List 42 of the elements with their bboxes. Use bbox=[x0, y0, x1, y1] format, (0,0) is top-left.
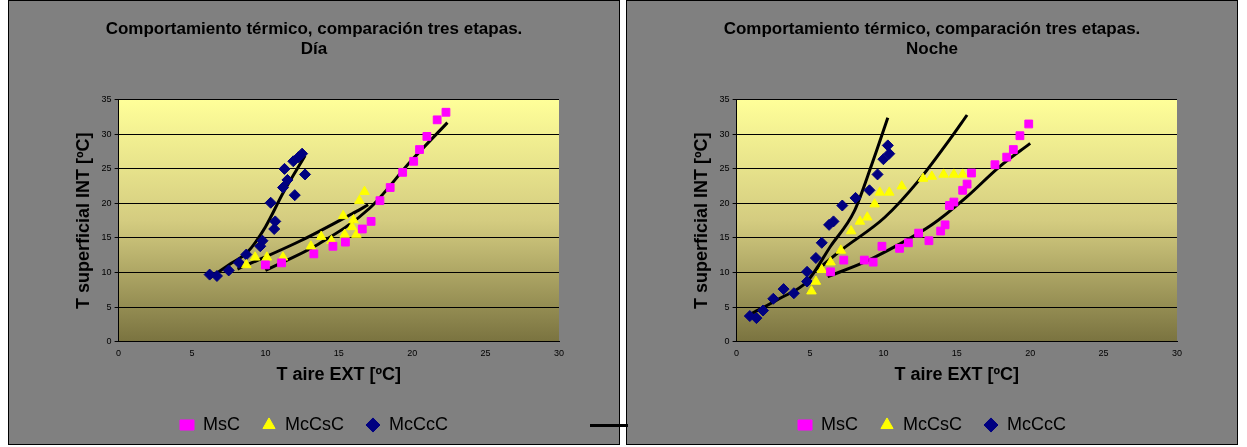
y-tick-label: 25 bbox=[101, 163, 112, 174]
y-tick-label: 0 bbox=[724, 336, 730, 347]
legend-label: McCcC bbox=[1007, 413, 1066, 434]
x-tick-label: 10 bbox=[260, 348, 271, 359]
chart-title: Comportamiento térmico, comparación tres etapas. Noche bbox=[723, 18, 1141, 59]
x-tick-label: 20 bbox=[1025, 348, 1036, 359]
x-tick-label: 0 bbox=[116, 348, 122, 359]
x-tick-label: 20 bbox=[407, 348, 418, 359]
legend-label: McCcC bbox=[389, 413, 448, 434]
x-tick-label: 5 bbox=[189, 348, 195, 359]
x-axis-title: T aire EXT [ºC] bbox=[276, 364, 402, 385]
x-tick-label: 15 bbox=[333, 348, 344, 359]
x-tick-label: 30 bbox=[553, 348, 565, 359]
y-tick-label: 30 bbox=[719, 128, 730, 139]
y-tick-label: 35 bbox=[719, 94, 730, 105]
x-tick-label: 5 bbox=[807, 348, 813, 359]
y-tick-label: 15 bbox=[719, 232, 730, 243]
x-tick-label: 25 bbox=[1098, 348, 1109, 359]
y-tick-label: 0 bbox=[106, 336, 112, 347]
legend-label: MsC bbox=[203, 413, 241, 434]
x-tick-label: 25 bbox=[480, 348, 491, 359]
x-tick-label: 0 bbox=[734, 348, 740, 359]
y-tick-label: 20 bbox=[101, 197, 112, 208]
y-tick-label: 5 bbox=[724, 301, 730, 312]
y-tick-label: 15 bbox=[101, 232, 112, 243]
y-tick-label: 20 bbox=[719, 197, 730, 208]
x-tick-label: 10 bbox=[878, 348, 889, 359]
y-tick-label: 10 bbox=[719, 267, 730, 277]
chart-title: Comportamiento térmico, comparación tres etapas. Día bbox=[105, 18, 523, 59]
x-tick-label: 30 bbox=[1171, 348, 1183, 359]
y-tick-label: 25 bbox=[719, 163, 730, 174]
y-axis-title: T superficial INT [ºC] bbox=[72, 132, 93, 309]
legend-label: MsC bbox=[821, 413, 859, 434]
y-tick-label: 30 bbox=[101, 128, 112, 139]
x-tick-label: 15 bbox=[951, 348, 962, 359]
y-tick-label: 10 bbox=[101, 267, 112, 277]
legend-label: McCsC bbox=[285, 413, 344, 434]
y-tick-label: 5 bbox=[106, 301, 112, 312]
y-axis-title: T superficial INT [ºC] bbox=[690, 132, 711, 309]
legend-label: McCsC bbox=[903, 413, 962, 434]
x-axis-title: T aire EXT [ºC] bbox=[894, 364, 1020, 385]
y-tick-label: 35 bbox=[101, 94, 112, 105]
